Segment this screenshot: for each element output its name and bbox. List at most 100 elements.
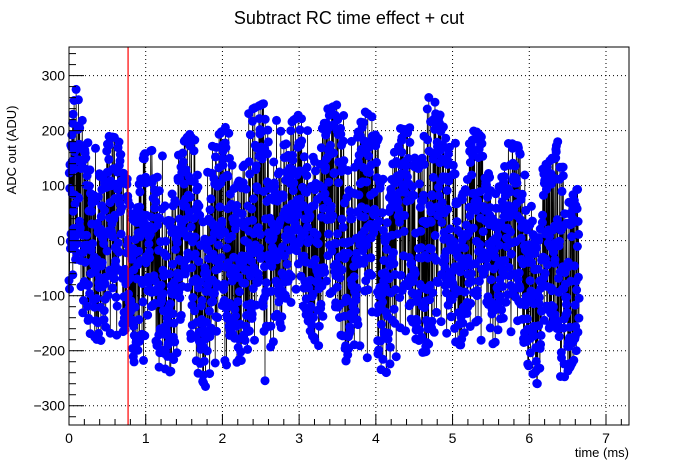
data-point (100, 205, 110, 215)
data-point (102, 246, 112, 256)
data-point (99, 315, 109, 325)
data-point (205, 205, 215, 215)
data-point (266, 321, 276, 331)
data-point (430, 97, 440, 107)
data-point (440, 262, 450, 272)
data-point (205, 369, 215, 379)
data-point (83, 138, 93, 148)
data-point (269, 157, 279, 167)
data-point (202, 268, 212, 278)
data-point (225, 153, 234, 163)
data-point (346, 207, 355, 217)
data-point (459, 328, 469, 338)
data-point (332, 100, 342, 110)
data-point (68, 109, 78, 119)
data-point (527, 258, 537, 268)
data-point (395, 293, 405, 302)
data-point (486, 275, 496, 285)
data-point (68, 270, 78, 280)
data-point (512, 178, 522, 188)
data-series (64, 84, 584, 391)
data-point (292, 246, 302, 256)
data-point (223, 172, 233, 181)
data-point (324, 229, 333, 239)
data-point (144, 239, 154, 249)
data-point (101, 322, 111, 332)
x-tick-label: 6 (525, 430, 533, 446)
y-tick-label: 0 (57, 233, 65, 249)
data-point (237, 209, 247, 219)
data-point (321, 162, 330, 172)
data-point (293, 210, 303, 220)
data-point (425, 295, 435, 305)
data-point (140, 331, 150, 341)
data-point (401, 161, 411, 171)
data-point (516, 233, 526, 243)
data-point (139, 355, 148, 365)
data-point (112, 301, 122, 311)
data-point (515, 149, 525, 159)
data-point (210, 358, 220, 368)
data-point (313, 239, 323, 249)
data-point (308, 289, 318, 299)
y-axis-label: ADC out (ADU) (4, 106, 19, 195)
data-point (86, 245, 96, 255)
data-point (295, 125, 305, 135)
data-point (175, 293, 185, 303)
data-point (111, 256, 121, 266)
data-point (72, 248, 82, 258)
data-point (307, 320, 317, 330)
data-point (88, 239, 97, 249)
data-point (85, 165, 95, 175)
data-point (193, 182, 203, 192)
data-point (540, 268, 550, 278)
data-point (573, 217, 583, 226)
data-point (343, 248, 353, 258)
data-point (376, 319, 386, 329)
data-point (498, 282, 508, 291)
data-point (478, 151, 488, 161)
data-point (195, 210, 205, 220)
data-point (261, 278, 271, 288)
data-point (428, 288, 438, 298)
data-point (240, 278, 250, 288)
data-point (425, 280, 435, 290)
data-point (157, 296, 167, 306)
data-point (427, 191, 437, 201)
data-point (92, 294, 102, 303)
data-point (555, 236, 564, 246)
data-point (378, 174, 388, 184)
data-point (130, 302, 140, 312)
data-point (335, 273, 345, 283)
data-point (171, 244, 181, 254)
data-point (210, 288, 219, 298)
data-point (91, 143, 100, 153)
data-point (531, 356, 541, 366)
data-point (215, 202, 225, 212)
data-point (170, 337, 180, 347)
data-point (328, 211, 338, 221)
data-point (359, 118, 368, 128)
data-point (219, 279, 229, 289)
data-point (472, 286, 482, 295)
data-point (572, 204, 582, 214)
data-point (450, 138, 460, 148)
data-point (548, 302, 558, 312)
data-point (143, 310, 153, 320)
data-point (434, 191, 444, 201)
data-point (169, 355, 179, 365)
data-point (181, 165, 191, 175)
data-point (224, 128, 234, 138)
data-point (141, 178, 151, 188)
data-point (408, 182, 417, 192)
data-point (272, 115, 281, 125)
data-point (446, 312, 456, 322)
data-point (571, 346, 581, 356)
data-point (388, 248, 398, 258)
data-point (384, 328, 393, 338)
data-point (497, 305, 507, 315)
data-point (467, 276, 477, 286)
data-point (458, 318, 468, 328)
data-point (506, 249, 516, 259)
data-point (104, 140, 114, 150)
